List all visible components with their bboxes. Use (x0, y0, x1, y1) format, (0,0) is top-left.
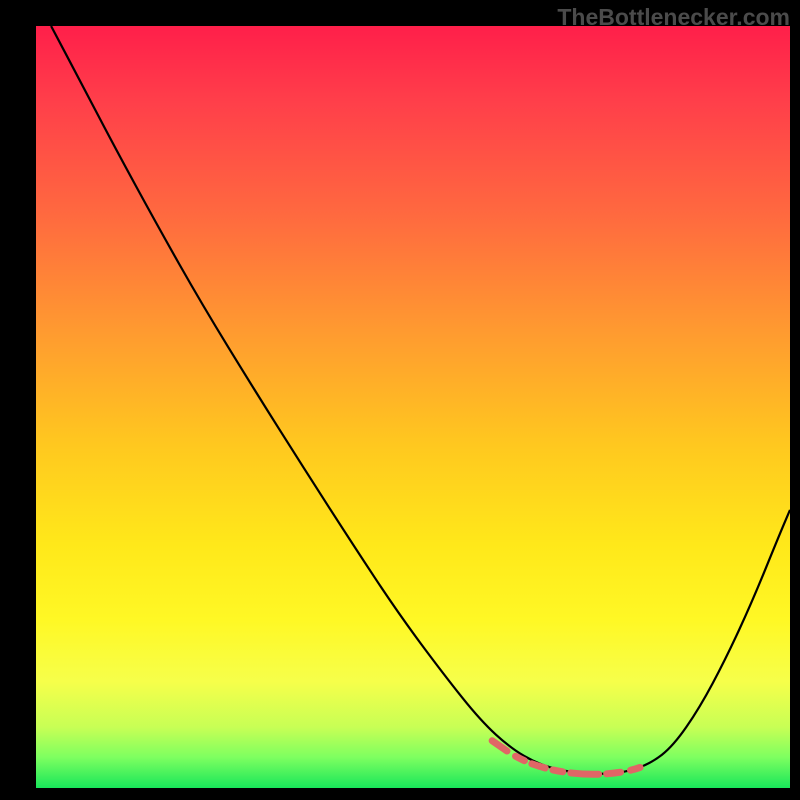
watermark-text: TheBottlenecker.com (557, 4, 790, 31)
bottleneck-chart (0, 0, 800, 800)
chart-background (36, 26, 790, 788)
